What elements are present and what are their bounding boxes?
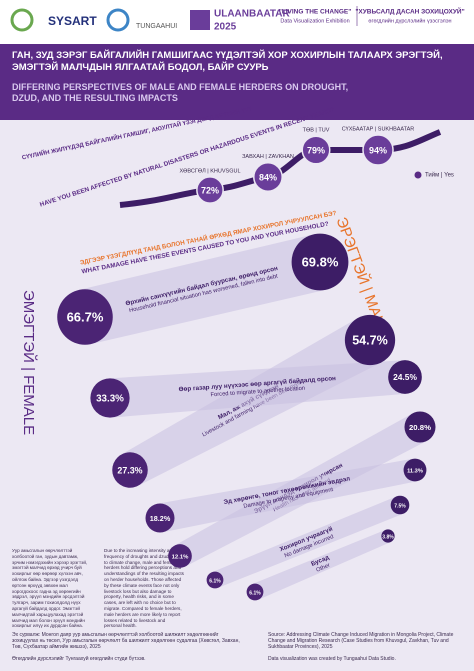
question-mn: СҮҮЛИЙН ЖИЛҮҮДЭД БАЙГАЛИЙН ГАМШИГ, АЮУЛТ… [21,105,253,162]
female-circle [145,503,175,533]
female-value: 27.3% [117,465,142,475]
male-circle [403,458,427,482]
province-label: ХӨВСГӨЛ | KHUVSGUL [179,168,240,174]
male-circle [344,314,396,366]
circles: 66.7% 69.8% 27.3% 54.7% 33.3% 24.5% 12.1% 20.8%… [67,254,432,596]
male-circle [388,360,422,394]
credit-en: Data visualization was created by Tungaa… [268,656,396,662]
logo-icon [106,8,130,32]
female-value: 6.1% [209,578,221,584]
male-value: 54.7% [352,333,388,347]
logo-text: ULAANBAATAR [214,9,291,20]
logo-text: SYSART [48,14,97,28]
male-value: 24.5% [393,372,417,382]
female-label-g: ЭМЭГТЭЙ | FEMALE [20,290,38,435]
impact-band [211,496,404,588]
female-circle [112,452,148,488]
impact-band [251,529,391,600]
male-circle [390,495,410,515]
impact-band [157,458,418,533]
source-en: Source: Addressing Climate Change Induce… [268,632,454,650]
province-value: 84% [259,172,277,182]
exhibition: "LIVING THE CHANGE" [279,9,352,16]
female-label: ЭМЭГТЭЙ | FEMALE [20,290,38,435]
female-circle [57,289,113,345]
province-circle [301,135,331,165]
logo-icon [10,8,34,32]
title-en: DIFFERING PERSPECTIVES OF MALE AND FEMAL… [12,82,349,103]
female-value: 66.7% [67,309,104,324]
male-value: 3.8% [382,534,394,540]
exhibition: Data Visualization Exhibition [280,18,349,24]
province-value: 94% [369,145,387,155]
male-circle [381,529,395,543]
female-value: 12.1% [172,555,189,561]
female-value: 6.1% [249,590,261,596]
province-label: СҮХБААТАР | SUKHBAATAR [342,126,415,132]
male-circle [404,411,436,443]
province-circle [362,134,394,166]
logo-icon [190,10,210,30]
female-value: 18.2% [150,514,171,523]
male-value: 69.8% [302,254,339,269]
impact-band [108,360,407,418]
logo-text: TUNGAAHUI [136,23,177,30]
source-mn: Эх сурвалж: Монгол даяр уур амьсгалын өө… [12,632,240,650]
logo-text: 2025 [214,22,237,33]
legend-swatch [414,171,422,179]
province-label: ЗАВХАН | ZAVKHAN [242,154,294,160]
female-circle [90,378,130,418]
q1: СҮҮЛИЙН ЖИЛҮҮДЭД БАЙГАЛИЙН ГАМШИГ, АЮУЛТ… [21,105,253,162]
province-circle [253,162,283,192]
logos [10,8,210,32]
male-circle [291,233,349,291]
female-circle [168,544,192,568]
exhibition: өгөгдлийн дүрслэлийн үзэсгэлэн [368,17,451,24]
title-band [0,44,474,120]
female-circle [206,571,224,589]
note-mn: Уур амьсгалын өөрчлөлттэй холбоотой ган,… [12,548,88,629]
credit-mn: Өгөгдлийн дүрслэлийг Тунгаахуй өгөгдлийн… [12,656,146,662]
title-mn: ГАН, ЗУД ЗЭРЭГ БАЙГАЛИЙН ГАМШИГААС ҮҮДЭЛ… [12,50,443,73]
impact-label-en: Other [315,563,331,574]
male-value: 20.8% [409,423,431,432]
province-value: 79% [307,145,325,155]
province-label: ТӨВ | TUV [303,128,330,134]
female-value: 33.3% [96,394,124,405]
province-value: 72% [201,185,219,195]
province-circle [196,176,224,204]
header [0,0,474,44]
legend: Тийм | Yes [425,172,454,179]
male-value: 7.5% [394,503,406,509]
exhibition: "ХУВЬСАЛД ДАСАН ЗОХИЦОХУЙ" [355,7,464,16]
impact-band [78,234,327,345]
female-circle [246,583,264,601]
male-value: 11.3% [407,469,423,475]
note-en: Due to the increasing intensity and freq… [104,548,184,629]
